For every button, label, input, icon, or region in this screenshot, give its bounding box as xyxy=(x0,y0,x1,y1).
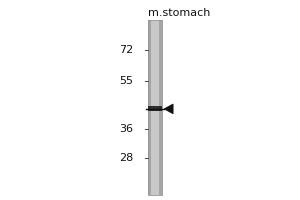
Text: 36: 36 xyxy=(119,124,133,134)
Bar xyxy=(148,20,151,195)
Polygon shape xyxy=(164,104,173,114)
Bar xyxy=(148,106,162,111)
Text: 55: 55 xyxy=(119,76,133,86)
Text: 72: 72 xyxy=(119,45,133,55)
Bar xyxy=(160,20,162,195)
Text: m.stomach: m.stomach xyxy=(148,8,210,18)
Bar xyxy=(148,20,162,195)
Text: 28: 28 xyxy=(119,153,133,163)
